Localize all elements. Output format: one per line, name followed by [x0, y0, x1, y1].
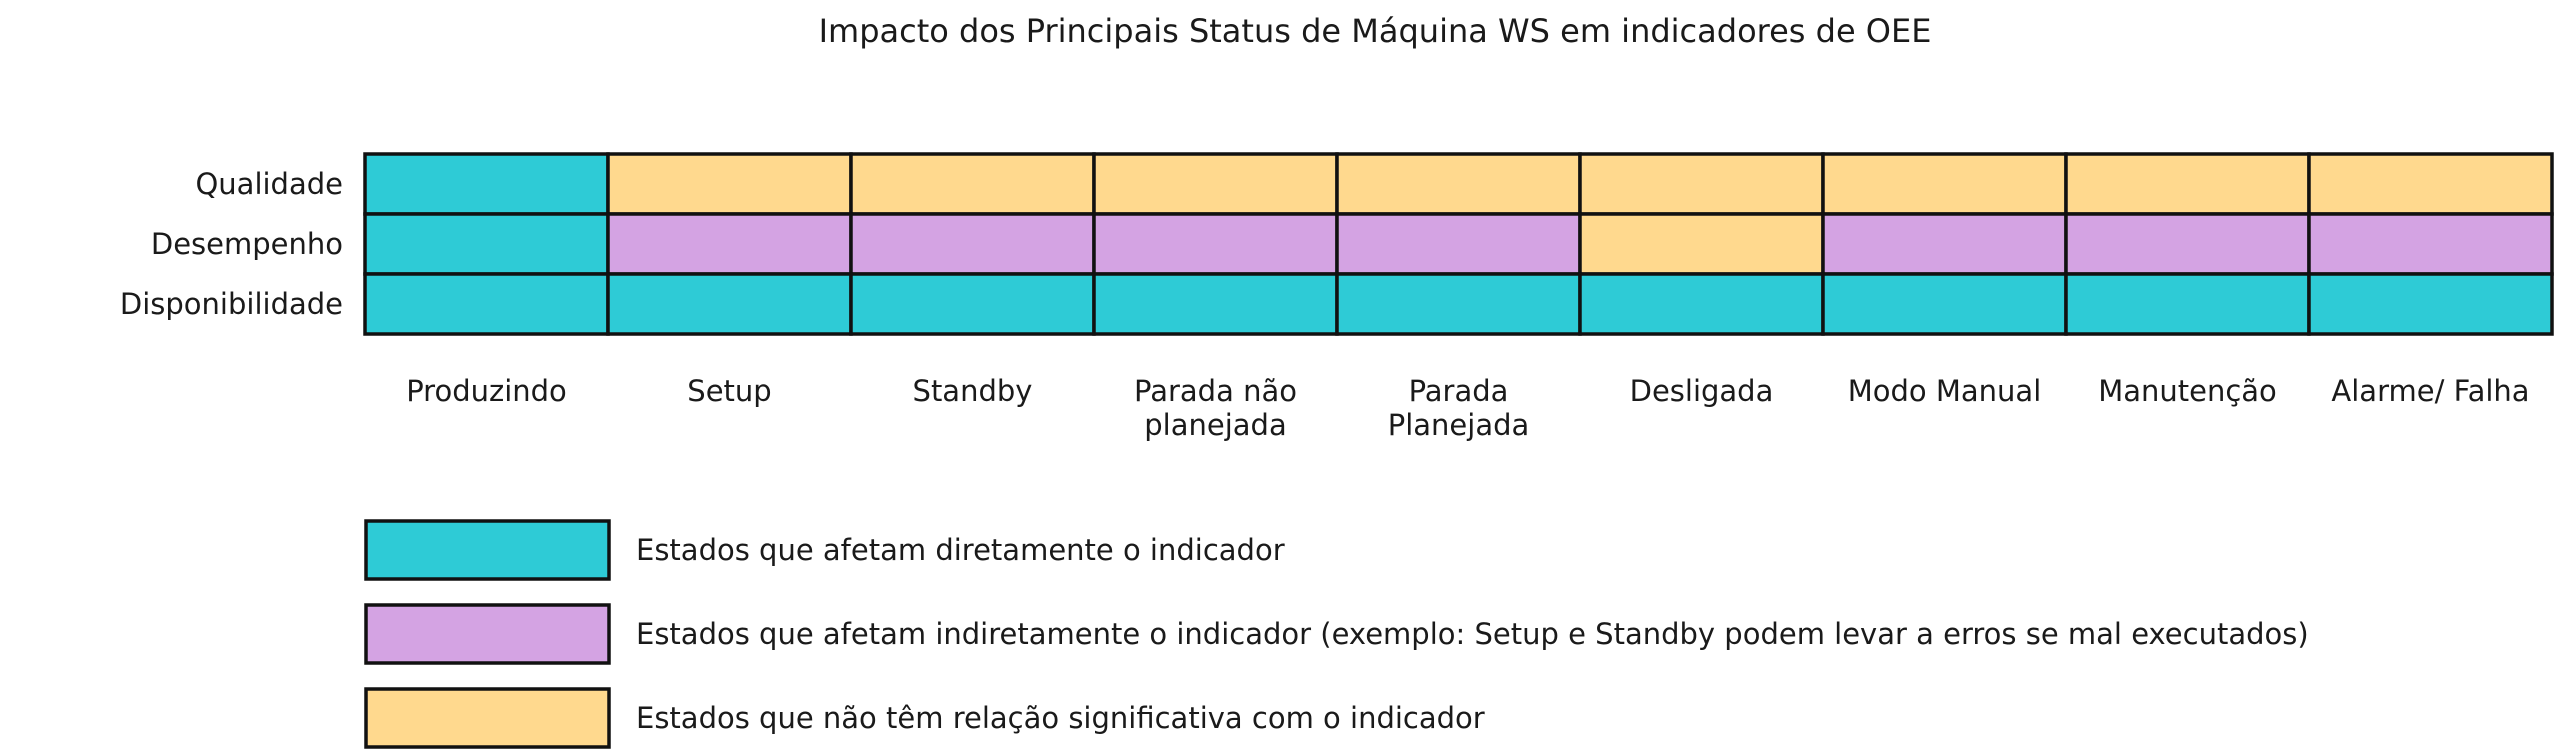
grid-cell-r2-c0 [363, 272, 610, 336]
grid-cell-r1-c7 [2064, 212, 2311, 276]
column-label-line: Setup [687, 374, 771, 408]
column-label-0: Produzindo [406, 374, 567, 408]
legend-swatch-indireto [364, 603, 611, 665]
grid-cell-r0-c8 [2307, 152, 2554, 216]
row-label-2: Disponibilidade [120, 287, 343, 321]
grid-cell-r2-c8 [2307, 272, 2554, 336]
row-labels: Qualidade Desempenho Disponibilidade [120, 167, 343, 321]
grid-cell-r0-c5 [1578, 152, 1825, 216]
column-label-line: Parada não [1134, 374, 1297, 408]
grid-cell-r0-c2 [849, 152, 1096, 216]
column-label-5: Desligada [1630, 374, 1774, 408]
grid-cell-r1-c1 [606, 212, 853, 276]
grid-cell-r0-c0 [363, 152, 610, 216]
column-label-line: Planejada [1388, 408, 1530, 442]
column-label-7: Manutenção [2098, 374, 2277, 408]
grid-cell-r2-c5 [1578, 272, 1825, 336]
column-label-line: Modo Manual [1848, 374, 2042, 408]
column-label-4: Parada Planejada [1388, 374, 1530, 442]
legend-swatch-direto [364, 519, 611, 581]
grid-cell-r1-c8 [2307, 212, 2554, 276]
column-label-8: Alarme/ Falha [2331, 374, 2529, 408]
grid-cell-r2-c6 [1821, 272, 2068, 336]
grid-cell-r1-c2 [849, 212, 1096, 276]
grid-cell-r2-c1 [606, 272, 853, 336]
grid-cell-r0-c3 [1092, 152, 1339, 216]
column-label-line: Parada [1409, 374, 1509, 408]
column-label-line: Produzindo [406, 374, 567, 408]
column-label-line: Standby [913, 374, 1033, 408]
grid-cell-r2-c3 [1092, 272, 1339, 336]
legend-label-indireto: Estados que afetam indiretamente o indic… [636, 617, 2309, 651]
column-label-3: Parada não planejada [1134, 374, 1297, 442]
row-label-0: Qualidade [195, 167, 343, 201]
grid-cell-r2-c4 [1335, 272, 1582, 336]
grid-cell-r1-c4 [1335, 212, 1582, 276]
legend-label-direto: Estados que afetam diretamente o indicad… [636, 533, 1285, 567]
legend-swatch-sem_relacao [364, 687, 611, 749]
chart-title: Impacto dos Principais Status de Máquina… [819, 12, 1932, 50]
legend-label-sem_relacao: Estados que não têm relação significativ… [636, 701, 1485, 735]
grid-cell-r1-c6 [1821, 212, 2068, 276]
column-label-line: planejada [1144, 408, 1286, 442]
grid-cell-r1-c0 [363, 212, 610, 276]
column-label-1: Setup [687, 374, 771, 408]
grid-cell-r0-c7 [2064, 152, 2311, 216]
column-label-line: Manutenção [2098, 374, 2277, 408]
grid-cell-r1-c5 [1578, 212, 1825, 276]
column-labels: Produzindo Setup Standby Parada não planejad… [406, 374, 2529, 442]
column-label-2: Standby [913, 374, 1033, 408]
grid-cell-r0-c4 [1335, 152, 1582, 216]
grid-cell-r0-c1 [606, 152, 853, 216]
grid-cell-r2-c7 [2064, 272, 2311, 336]
row-label-1: Desempenho [151, 227, 343, 261]
column-label-line: Alarme/ Falha [2331, 374, 2529, 408]
grid-cell-r2-c2 [849, 272, 1096, 336]
column-label-6: Modo Manual [1848, 374, 2042, 408]
legend: Estados que afetam diretamente o indicad… [364, 519, 2309, 749]
grid-cell-r1-c3 [1092, 212, 1339, 276]
status-grid [363, 152, 2554, 336]
grid-cell-r0-c6 [1821, 152, 2068, 216]
column-label-line: Desligada [1630, 374, 1774, 408]
